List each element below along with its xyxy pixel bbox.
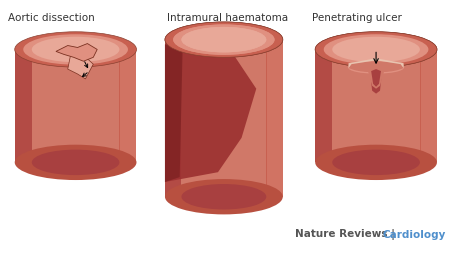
Ellipse shape: [181, 27, 266, 52]
Ellipse shape: [323, 34, 427, 65]
Ellipse shape: [15, 32, 136, 67]
Polygon shape: [15, 49, 42, 162]
Ellipse shape: [165, 179, 282, 215]
Ellipse shape: [173, 24, 274, 55]
Polygon shape: [32, 49, 119, 162]
Ellipse shape: [331, 37, 419, 62]
Ellipse shape: [314, 32, 436, 67]
Text: Nature Reviews |: Nature Reviews |: [294, 229, 397, 240]
Ellipse shape: [331, 37, 419, 62]
Polygon shape: [348, 63, 403, 94]
Polygon shape: [67, 52, 93, 79]
Text: Penetrating ulcer: Penetrating ulcer: [312, 13, 401, 23]
Polygon shape: [165, 40, 282, 197]
Ellipse shape: [314, 145, 436, 180]
Text: Cardiology: Cardiology: [382, 230, 445, 240]
Ellipse shape: [323, 34, 427, 65]
Polygon shape: [331, 49, 419, 162]
Ellipse shape: [181, 27, 266, 52]
Polygon shape: [314, 49, 342, 162]
Ellipse shape: [165, 22, 282, 57]
Ellipse shape: [173, 24, 274, 55]
Polygon shape: [120, 49, 136, 162]
Ellipse shape: [15, 145, 136, 180]
Text: Intramural haematoma: Intramural haematoma: [167, 13, 287, 23]
Polygon shape: [165, 30, 256, 182]
Polygon shape: [165, 45, 182, 182]
Ellipse shape: [173, 24, 274, 55]
Ellipse shape: [314, 32, 436, 67]
Polygon shape: [15, 49, 136, 162]
Polygon shape: [314, 49, 436, 162]
Polygon shape: [369, 73, 381, 94]
Ellipse shape: [181, 27, 266, 52]
Polygon shape: [266, 40, 282, 197]
Ellipse shape: [165, 22, 282, 57]
Ellipse shape: [32, 150, 119, 175]
Polygon shape: [348, 58, 403, 68]
Polygon shape: [370, 69, 380, 87]
Polygon shape: [56, 44, 97, 61]
Polygon shape: [420, 49, 436, 162]
Ellipse shape: [181, 184, 266, 209]
Text: Aortic dissection: Aortic dissection: [8, 13, 95, 23]
Polygon shape: [165, 40, 191, 197]
Ellipse shape: [32, 37, 119, 62]
Ellipse shape: [23, 34, 128, 65]
Ellipse shape: [331, 150, 419, 175]
Polygon shape: [181, 40, 266, 197]
Polygon shape: [348, 61, 403, 89]
